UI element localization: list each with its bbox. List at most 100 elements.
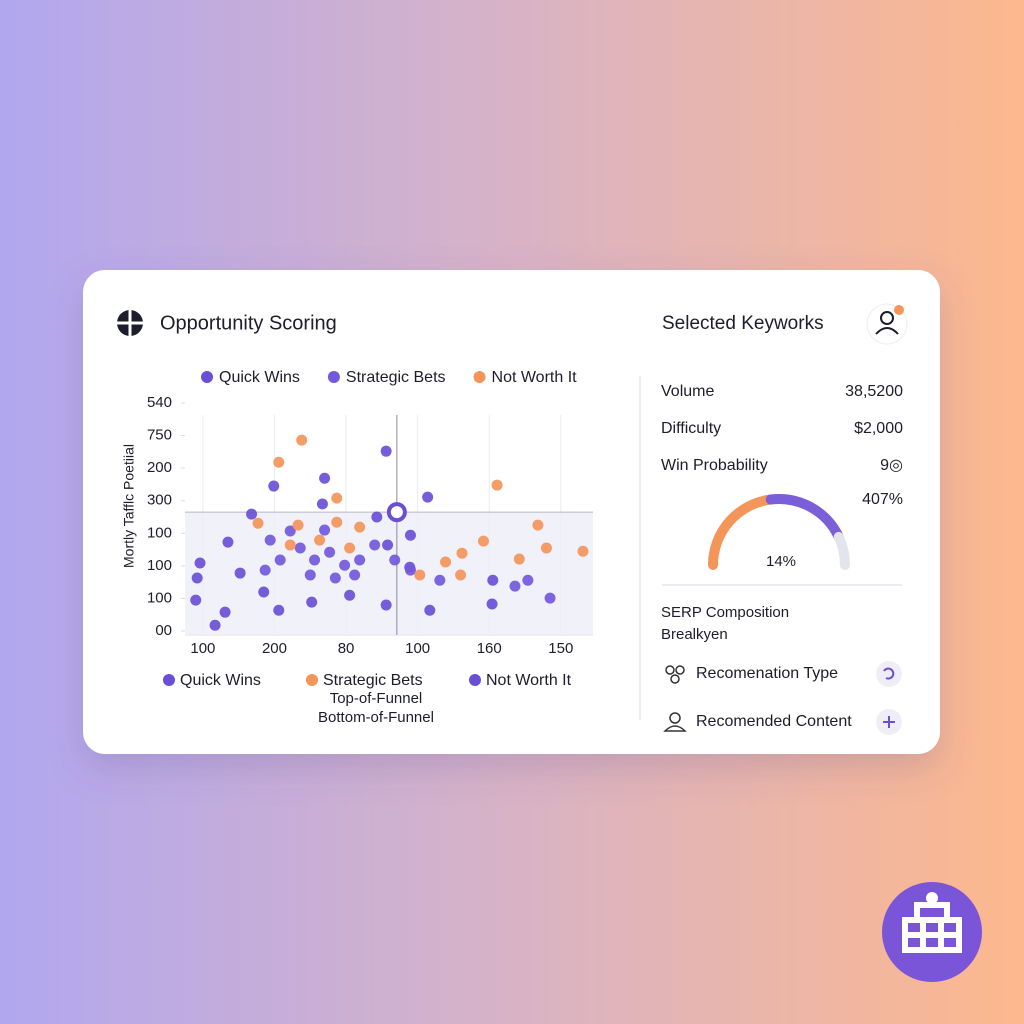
legend-marker xyxy=(201,371,213,383)
point xyxy=(191,572,203,584)
section-title: Brealkyen xyxy=(661,626,728,643)
y-tick-label: 540 xyxy=(147,394,172,411)
row-label: Recomended Content xyxy=(696,713,852,730)
row-button[interactable] xyxy=(876,661,902,687)
point xyxy=(246,508,258,520)
point xyxy=(331,492,343,504)
gauge-segment xyxy=(708,494,776,570)
point xyxy=(319,472,331,484)
point xyxy=(259,564,271,576)
point xyxy=(487,574,499,586)
point xyxy=(194,557,206,569)
row-button[interactable] xyxy=(876,709,902,735)
funnel-label: Top-of-Funnel xyxy=(330,690,423,707)
point xyxy=(344,542,356,554)
y-tick-label: 300 xyxy=(147,492,172,509)
point xyxy=(284,525,296,537)
point xyxy=(222,536,234,548)
point xyxy=(344,589,356,601)
point xyxy=(304,569,316,581)
point xyxy=(369,539,381,551)
point xyxy=(319,524,331,536)
point xyxy=(380,445,392,457)
section-title: SERP Composition xyxy=(661,604,789,621)
legend-marker xyxy=(163,674,175,686)
point xyxy=(354,521,366,533)
metric-label: Volume xyxy=(661,383,714,400)
legend-label: Not Worth It xyxy=(492,369,578,386)
point xyxy=(491,479,503,491)
x-tick-label: 150 xyxy=(548,640,573,657)
point xyxy=(234,567,246,579)
y-tick-label: 750 xyxy=(147,427,172,444)
point xyxy=(190,594,202,606)
point xyxy=(532,519,544,531)
row-label: Recomenation Type xyxy=(696,665,838,682)
point xyxy=(268,480,280,492)
metric-value: 9◎ xyxy=(880,457,903,474)
point xyxy=(329,572,341,584)
point xyxy=(424,604,436,616)
point xyxy=(316,498,328,510)
metric-label: Difficulty xyxy=(661,420,721,437)
point xyxy=(209,619,221,631)
point xyxy=(509,580,521,592)
point xyxy=(264,534,276,546)
button-bg xyxy=(876,661,902,687)
legend-label: Quick Wins xyxy=(180,672,261,689)
point xyxy=(354,554,366,566)
legend-label: Strategic Bets xyxy=(346,369,446,386)
point xyxy=(522,574,534,586)
point xyxy=(284,539,296,551)
point xyxy=(434,574,446,586)
point xyxy=(273,456,285,468)
point xyxy=(274,554,286,566)
point xyxy=(440,556,452,568)
point xyxy=(382,539,394,551)
logo-icon xyxy=(116,309,144,337)
legend-label: Not Worth It xyxy=(486,672,572,689)
icon-part xyxy=(665,665,675,675)
point xyxy=(294,542,306,554)
point xyxy=(414,569,426,581)
y-tick-label: 00 xyxy=(155,622,172,639)
y-tick-label: 100 xyxy=(147,524,172,541)
point xyxy=(404,529,416,541)
icon-part xyxy=(663,725,687,732)
point xyxy=(314,534,326,546)
user-button[interactable] xyxy=(866,303,908,345)
point xyxy=(339,559,351,571)
legend-marker xyxy=(469,674,481,686)
gauge-segment xyxy=(765,494,844,542)
point xyxy=(456,547,468,559)
point xyxy=(309,554,321,566)
point xyxy=(296,434,308,446)
row-icon xyxy=(663,712,687,732)
y-axis-label: Mortly Tafflc Poetiial xyxy=(121,444,137,568)
point xyxy=(380,599,392,611)
point xyxy=(252,517,264,529)
point xyxy=(331,516,343,528)
x-tick-label: 100 xyxy=(190,640,215,657)
point xyxy=(258,586,270,598)
point xyxy=(577,545,589,557)
point xyxy=(513,553,525,565)
point xyxy=(455,569,467,581)
point xyxy=(540,542,552,554)
point xyxy=(486,598,498,610)
legend-marker xyxy=(473,371,486,383)
x-tick-label: 80 xyxy=(338,640,355,657)
point xyxy=(404,564,416,576)
legend-label: Quick Wins xyxy=(219,369,300,386)
point xyxy=(324,546,336,558)
button-icon xyxy=(883,667,895,680)
y-tick-label: 200 xyxy=(147,459,172,476)
logo-badge xyxy=(882,882,982,982)
point xyxy=(292,519,304,531)
point xyxy=(422,491,434,503)
x-tick-label: 160 xyxy=(477,640,502,657)
title: Opportunity Scoring xyxy=(160,312,337,334)
icon-part xyxy=(669,712,681,724)
